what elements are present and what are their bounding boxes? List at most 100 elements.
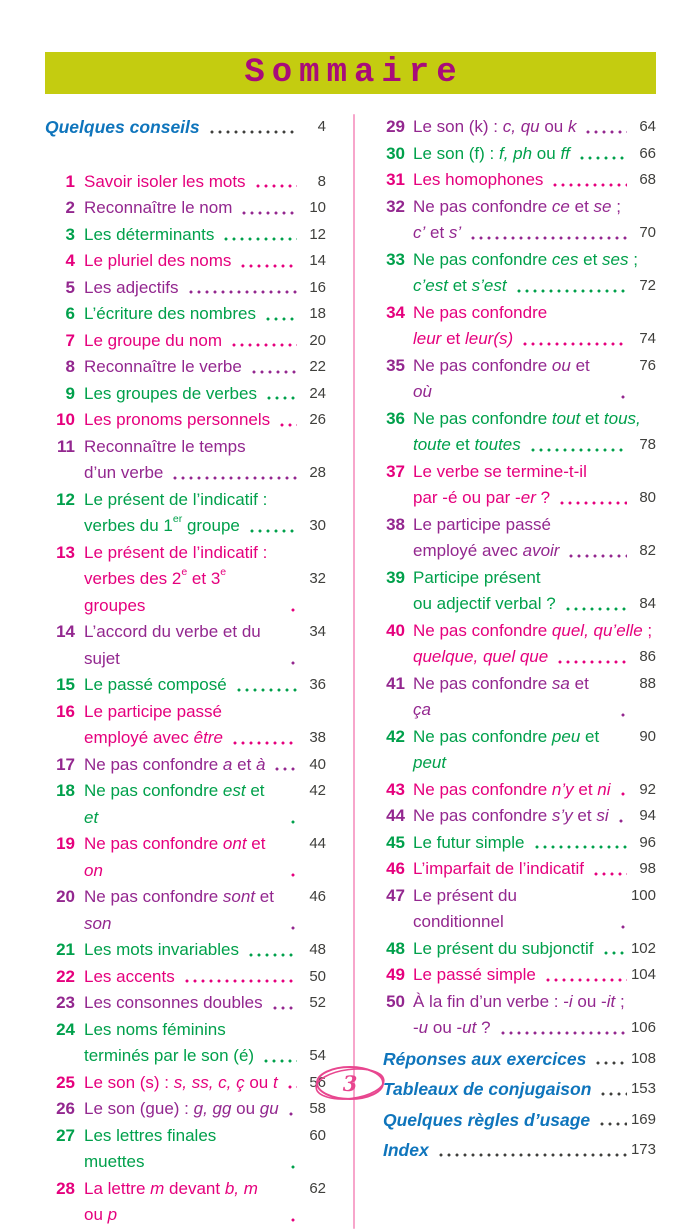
entry-title: Le pluriel des noms xyxy=(84,251,232,270)
entry-page: 34 xyxy=(309,623,326,640)
dot-leader xyxy=(237,248,297,275)
entry-number: 46 xyxy=(386,859,405,878)
toc-entry: 38 Le participe passé employé avec avoir 82 xyxy=(383,512,656,565)
entry-page: 26 xyxy=(309,411,326,428)
entry-page: 70 xyxy=(639,224,656,241)
dot-leader xyxy=(561,591,627,618)
toc-entry: 28 La lettre m devant b, m ou p 62 xyxy=(45,1175,326,1229)
page-number-badge: 3 xyxy=(310,1061,390,1109)
toc-entry: 44 Ne pas confondre s’y et si 94 xyxy=(383,803,656,830)
entry-number: 50 xyxy=(386,991,405,1011)
entry-page: 72 xyxy=(639,277,656,294)
entry-number: 49 xyxy=(386,965,405,984)
entry-title: Le présent du conditionnel xyxy=(413,885,522,932)
dot-leader xyxy=(205,114,297,141)
toc-column-left: Quelques conseils 4 1 Savoir isoler les mot… xyxy=(45,114,326,1229)
dot-leader xyxy=(617,670,627,724)
toc-section: Quelques règles d’usage 169 xyxy=(383,1106,656,1133)
toc-entry: 20 Ne pas confondre sont et son 46 xyxy=(45,884,326,937)
entry-number: 41 xyxy=(386,673,405,693)
entry-number: 25 xyxy=(56,1072,75,1092)
toc-entry: 26 Le son (gue) : g, gg ou gu 58 xyxy=(45,1096,326,1123)
entry-number: 28 xyxy=(56,1178,75,1198)
entry-page: 52 xyxy=(309,994,326,1011)
entry-page: 62 xyxy=(309,1179,326,1197)
entry-title: ou adjectif verbal ? xyxy=(413,594,556,613)
entry-number: 18 xyxy=(56,781,75,800)
toc-entry: 46 L’imparfait de l’indicatif 98 xyxy=(383,856,656,883)
toc-entry: 49 Le passé simple 104 xyxy=(383,962,656,989)
entry-title: employé avec être xyxy=(84,728,223,747)
entry-page: 4 xyxy=(317,118,326,135)
dot-leader xyxy=(599,935,627,962)
toc-entry: 5 Les adjectifs 16 xyxy=(45,274,326,301)
entry-page: 78 xyxy=(639,436,656,453)
toc-entry: 17 Ne pas confondre a et à 40 xyxy=(45,751,326,778)
entry-title: Les pronoms personnels xyxy=(84,410,271,429)
entry-number: 45 xyxy=(386,832,405,852)
entry-number: 20 xyxy=(56,887,75,906)
entry-number: 29 xyxy=(386,117,405,136)
entry-title: Les lettres finales muettes xyxy=(84,1125,222,1172)
entry-title: d’un verbe xyxy=(84,463,164,482)
entry-number: 23 xyxy=(56,993,75,1012)
entry-title: Le son (k) : c, qu ou k xyxy=(413,117,577,136)
entry-number: 26 xyxy=(56,1099,75,1118)
dot-leader xyxy=(556,485,627,512)
entry-title: Ne pas confondre ou et où xyxy=(413,355,595,402)
entry-title: La lettre m devant b, m ou p xyxy=(84,1178,263,1225)
toc-entry: 6 L’écriture des nombres 18 xyxy=(45,301,326,328)
dot-leader xyxy=(287,1175,297,1229)
dot-leader xyxy=(621,724,627,777)
toc-entry: 35 Ne pas confondre ou et où 76 xyxy=(383,352,656,406)
entry-page: 36 xyxy=(309,676,326,693)
dot-leader xyxy=(512,273,627,300)
entry-title: Le présent du subjonctif xyxy=(413,938,594,958)
toc-entry: 30 Le son (f) : f, ph ou ff 66 xyxy=(383,140,656,167)
dot-leader xyxy=(287,831,297,884)
entry-page: 30 xyxy=(309,517,326,534)
dot-leader xyxy=(592,1045,627,1072)
entry-page: 86 xyxy=(639,648,656,665)
entry-number: 19 xyxy=(56,834,75,853)
entry-number: 43 xyxy=(386,779,405,799)
entry-title: Ne pas confondre n’y et ni xyxy=(413,779,611,799)
toc-entry: 40 Ne pas confondre quel, qu’elle ; quelqu… xyxy=(383,618,656,671)
toc-section: Index 173 xyxy=(383,1137,656,1164)
dot-leader xyxy=(617,352,627,406)
entry-number: 24 xyxy=(56,1019,75,1039)
entry-page: 24 xyxy=(309,384,326,402)
dot-leader xyxy=(597,1076,627,1103)
entry-title: Index xyxy=(383,1140,429,1160)
dot-leader xyxy=(434,1137,627,1164)
entry-title: Le son (f) : f, ph ou ff xyxy=(413,143,570,163)
entry-title: Les adjectifs xyxy=(84,277,179,297)
entry-page: 14 xyxy=(309,252,326,269)
entry-page: 42 xyxy=(309,782,326,799)
entry-page: 169 xyxy=(630,1110,656,1128)
entry-page: 20 xyxy=(309,331,326,349)
dot-leader xyxy=(616,776,627,803)
entry-title: -u ou -ut ? xyxy=(413,1018,491,1037)
dot-leader xyxy=(496,1015,627,1042)
dot-leader xyxy=(590,856,627,883)
toc-entry: 37 Le verbe se termine-t-il par -é ou par … xyxy=(383,459,656,512)
dot-leader xyxy=(582,114,627,141)
entry-number: 10 xyxy=(56,410,75,429)
entry-page: 44 xyxy=(309,835,326,852)
entry-number: 30 xyxy=(386,143,405,163)
toc-entry: 31 Les homophones 68 xyxy=(383,167,656,194)
dot-leader xyxy=(617,882,627,936)
toc-entry: 45 Le futur simple 96 xyxy=(383,829,656,856)
entry-number: 6 xyxy=(65,304,75,323)
entry-page: 12 xyxy=(309,225,326,243)
entry-title: Ne pas confondre ces et ses ; xyxy=(413,249,638,269)
entry-number: 14 xyxy=(56,622,75,641)
entry-title: L’imparfait de l’indicatif xyxy=(413,859,585,878)
entry-title: verbes des 2e et 3e groupes xyxy=(84,566,231,615)
entry-number: 33 xyxy=(386,249,405,269)
entry-page: 80 xyxy=(639,489,656,506)
dot-leader xyxy=(251,168,297,195)
entry-title: Les accents xyxy=(84,966,175,986)
toc-entry: 12 Le présent de l’indicatif : verbes du 1… xyxy=(45,487,326,540)
